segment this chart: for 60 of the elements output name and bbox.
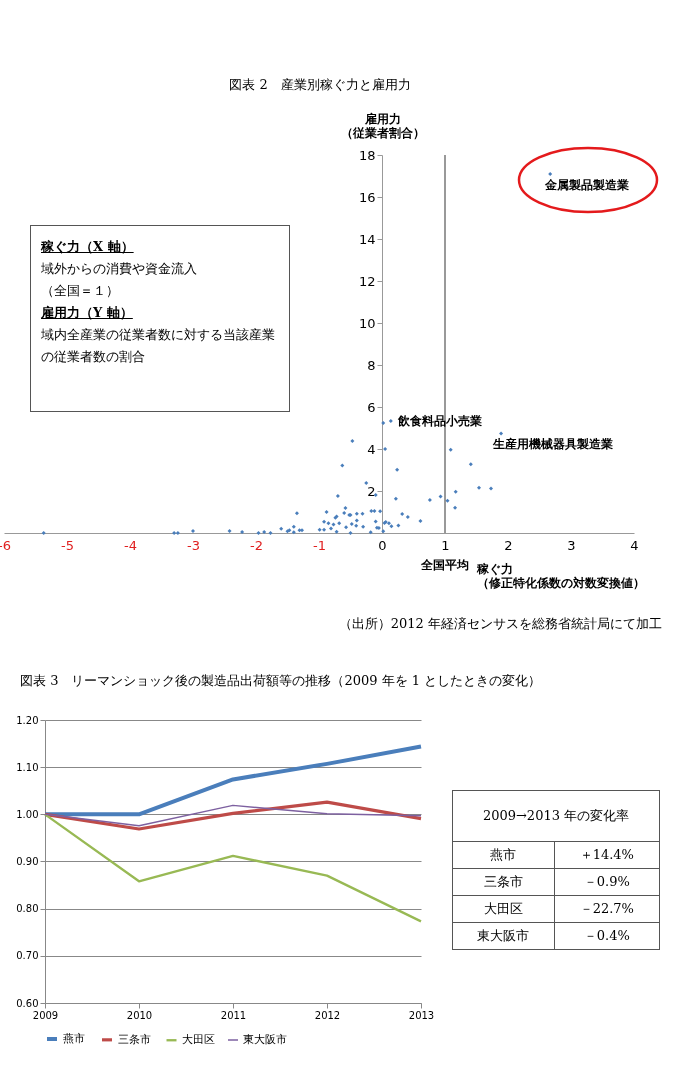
x-tick-label: -5: [61, 537, 74, 553]
annotation: 域外からの消費や資金流入: [41, 260, 198, 278]
line-series: [43, 813, 423, 923]
annotation: 金属製品製造業: [544, 177, 630, 192]
x-axis-title: 稼ぐ力（修正特化係数の対数変換値）: [476, 561, 645, 590]
annotation: 生産用機械器具製造業: [492, 437, 614, 452]
legend-label: 燕市: [63, 1032, 85, 1045]
text: 2009→2013 年の変化率: [452, 790, 660, 842]
x-tick-label: 2011: [220, 1009, 247, 1021]
text: －0.9%: [583, 874, 630, 889]
y-tick-label: 0.70: [16, 950, 39, 962]
x-tick-label: 2013: [408, 1009, 435, 1021]
y-axis-title: 雇用力（従業者割合）: [340, 111, 425, 140]
y-tick-label: 16: [358, 189, 376, 205]
x-tick-label: 4: [630, 537, 639, 553]
category-label: 東大阪市: [452, 922, 555, 950]
text: －0.4%: [583, 928, 630, 943]
y-tick-label: 0.80: [16, 903, 39, 915]
category-label: 大田区: [452, 895, 555, 923]
legend-label: 東大阪市: [243, 1033, 287, 1046]
y-tick-label: 8: [367, 357, 376, 373]
text: （出所）2012 年経済センサスを総務省統計局にて加工: [338, 615, 662, 633]
y-tick-label: 0.60: [16, 997, 39, 1009]
x-tick-label: 2009: [32, 1009, 59, 1021]
x-tick-label: 1: [441, 537, 450, 553]
x-tick-label: 0: [378, 537, 387, 553]
ref-line-label: 全国平均: [420, 558, 469, 572]
y-tick-label: 1.20: [16, 714, 39, 726]
y-tick-label: 2: [367, 483, 376, 499]
y-tick-label: 1.00: [16, 808, 39, 820]
y-tick-label: 6: [367, 399, 376, 415]
x-tick-label: -3: [187, 537, 200, 553]
annotation: （全国＝１）: [41, 282, 120, 300]
y-tick-label: 4: [367, 441, 376, 457]
x-tick-label: 3: [567, 537, 576, 553]
annotation: 稼ぐ力（X 軸）: [41, 238, 135, 256]
y-tick-label: 1.10: [16, 761, 39, 773]
text: ＋14.4%: [579, 847, 634, 862]
y-tick-label: 10: [358, 315, 376, 331]
x-tick-label: 2010: [126, 1009, 153, 1021]
category-label: 燕市: [452, 841, 555, 869]
y-tick-label: 14: [358, 231, 376, 247]
x-tick-label: -4: [124, 537, 137, 553]
legend-label: 三条市: [118, 1032, 151, 1046]
x-tick-label: 2: [504, 537, 513, 553]
legend-label: 大田区: [182, 1033, 215, 1047]
x-tick-label: -2: [250, 537, 263, 553]
category-label: 三条市: [452, 868, 555, 896]
y-tick-label: 12: [358, 273, 376, 289]
x-tick-label: -1: [313, 537, 326, 553]
y-tick-label: 0.90: [16, 856, 39, 867]
chart-title: 図表 3 リーマンショック後の製造品出荷額等の推移（2009 年を 1 としたときの変化）: [20, 672, 542, 690]
y-tick-label: 18: [358, 147, 376, 163]
line-series: [43, 744, 423, 817]
chart-title: 図表 2 産業別稼ぐ力と雇用力: [228, 76, 412, 94]
annotation: 域内全産業の従業者数に対する当該産業の従業者数の割合: [41, 326, 276, 366]
annotation: 雇用力（Y 軸）: [41, 304, 134, 322]
text: －22.7%: [579, 901, 634, 916]
annotation: 飲食料品小売業: [396, 414, 482, 429]
x-tick-label: 2012: [314, 1009, 341, 1021]
